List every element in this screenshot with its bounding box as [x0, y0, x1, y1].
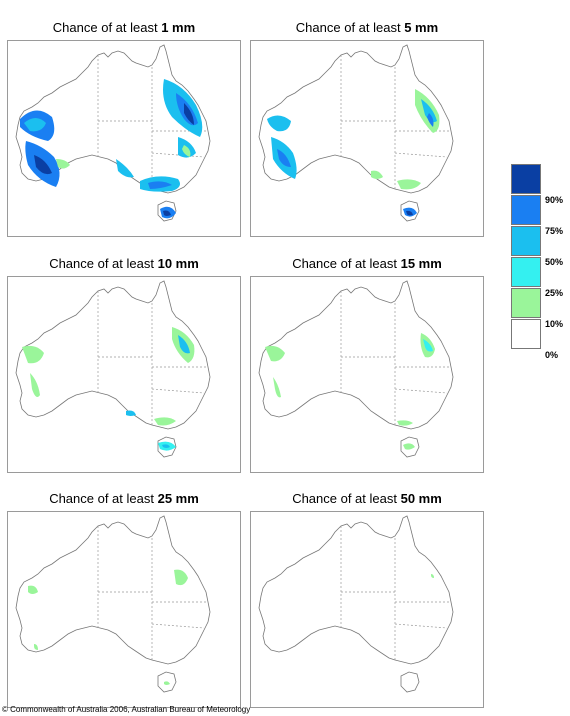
tasmania-outline — [400, 671, 420, 693]
australia-outline — [258, 515, 454, 665]
state-borders — [97, 291, 208, 425]
legend-swatch — [511, 257, 541, 287]
legend-label: 75% — [545, 226, 564, 236]
australia-map — [7, 40, 241, 237]
rain-probability-shading — [431, 574, 434, 578]
threshold-label: 25 mm — [157, 491, 199, 506]
australia-map — [250, 511, 484, 708]
australia-map — [7, 276, 241, 473]
panel-title: Chance of at least 50 mm — [292, 491, 442, 506]
legend-label: 50% — [545, 257, 564, 267]
state-borders — [97, 526, 208, 660]
state-borders — [340, 55, 451, 189]
panel-title: Chance of at least 1 mm — [52, 20, 196, 35]
rain-probability-shading — [20, 79, 203, 219]
australia-outline — [15, 44, 211, 194]
legend-swatch — [511, 288, 541, 318]
state-borders — [97, 55, 208, 189]
australia-outline — [15, 280, 211, 430]
legend-label: 0% — [545, 350, 559, 360]
copyright-notice: © Commonwealth of Australia 2006, Austra… — [2, 705, 251, 714]
panel-title: Chance of at least 10 mm — [49, 256, 199, 271]
legend-swatch — [511, 195, 541, 225]
panel-title: Chance of at least 15 mm — [292, 256, 442, 271]
state-borders — [340, 291, 451, 425]
rain-probability-shading — [22, 327, 195, 451]
probability-legend: 90% 75% 50% 25% 10% 0% — [511, 164, 570, 364]
australia-outline — [15, 515, 211, 665]
panel-title: Chance of at least 25 mm — [49, 491, 199, 506]
legend-label: 10% — [545, 319, 564, 329]
australia-map — [250, 276, 484, 473]
state-borders — [340, 526, 451, 660]
australia-map — [7, 511, 241, 708]
legend-label: 25% — [545, 288, 564, 298]
panel-title: Chance of at least 5 mm — [295, 20, 439, 35]
australia-outline — [258, 280, 454, 430]
legend-swatch — [511, 226, 541, 256]
australia-outline — [258, 44, 454, 194]
rain-probability-shading — [265, 333, 435, 450]
threshold-label: 10 mm — [157, 256, 199, 271]
threshold-label: 5 mm — [404, 20, 439, 35]
legend-swatch — [511, 164, 541, 194]
australia-map — [250, 40, 484, 237]
legend-label: 90% — [545, 195, 564, 205]
legend-swatch — [511, 319, 541, 349]
rain-probability-shading — [28, 569, 188, 685]
threshold-label: 15 mm — [400, 256, 442, 271]
threshold-label: 1 mm — [161, 20, 196, 35]
rain-probability-shading — [267, 89, 440, 217]
threshold-label: 50 mm — [400, 491, 442, 506]
